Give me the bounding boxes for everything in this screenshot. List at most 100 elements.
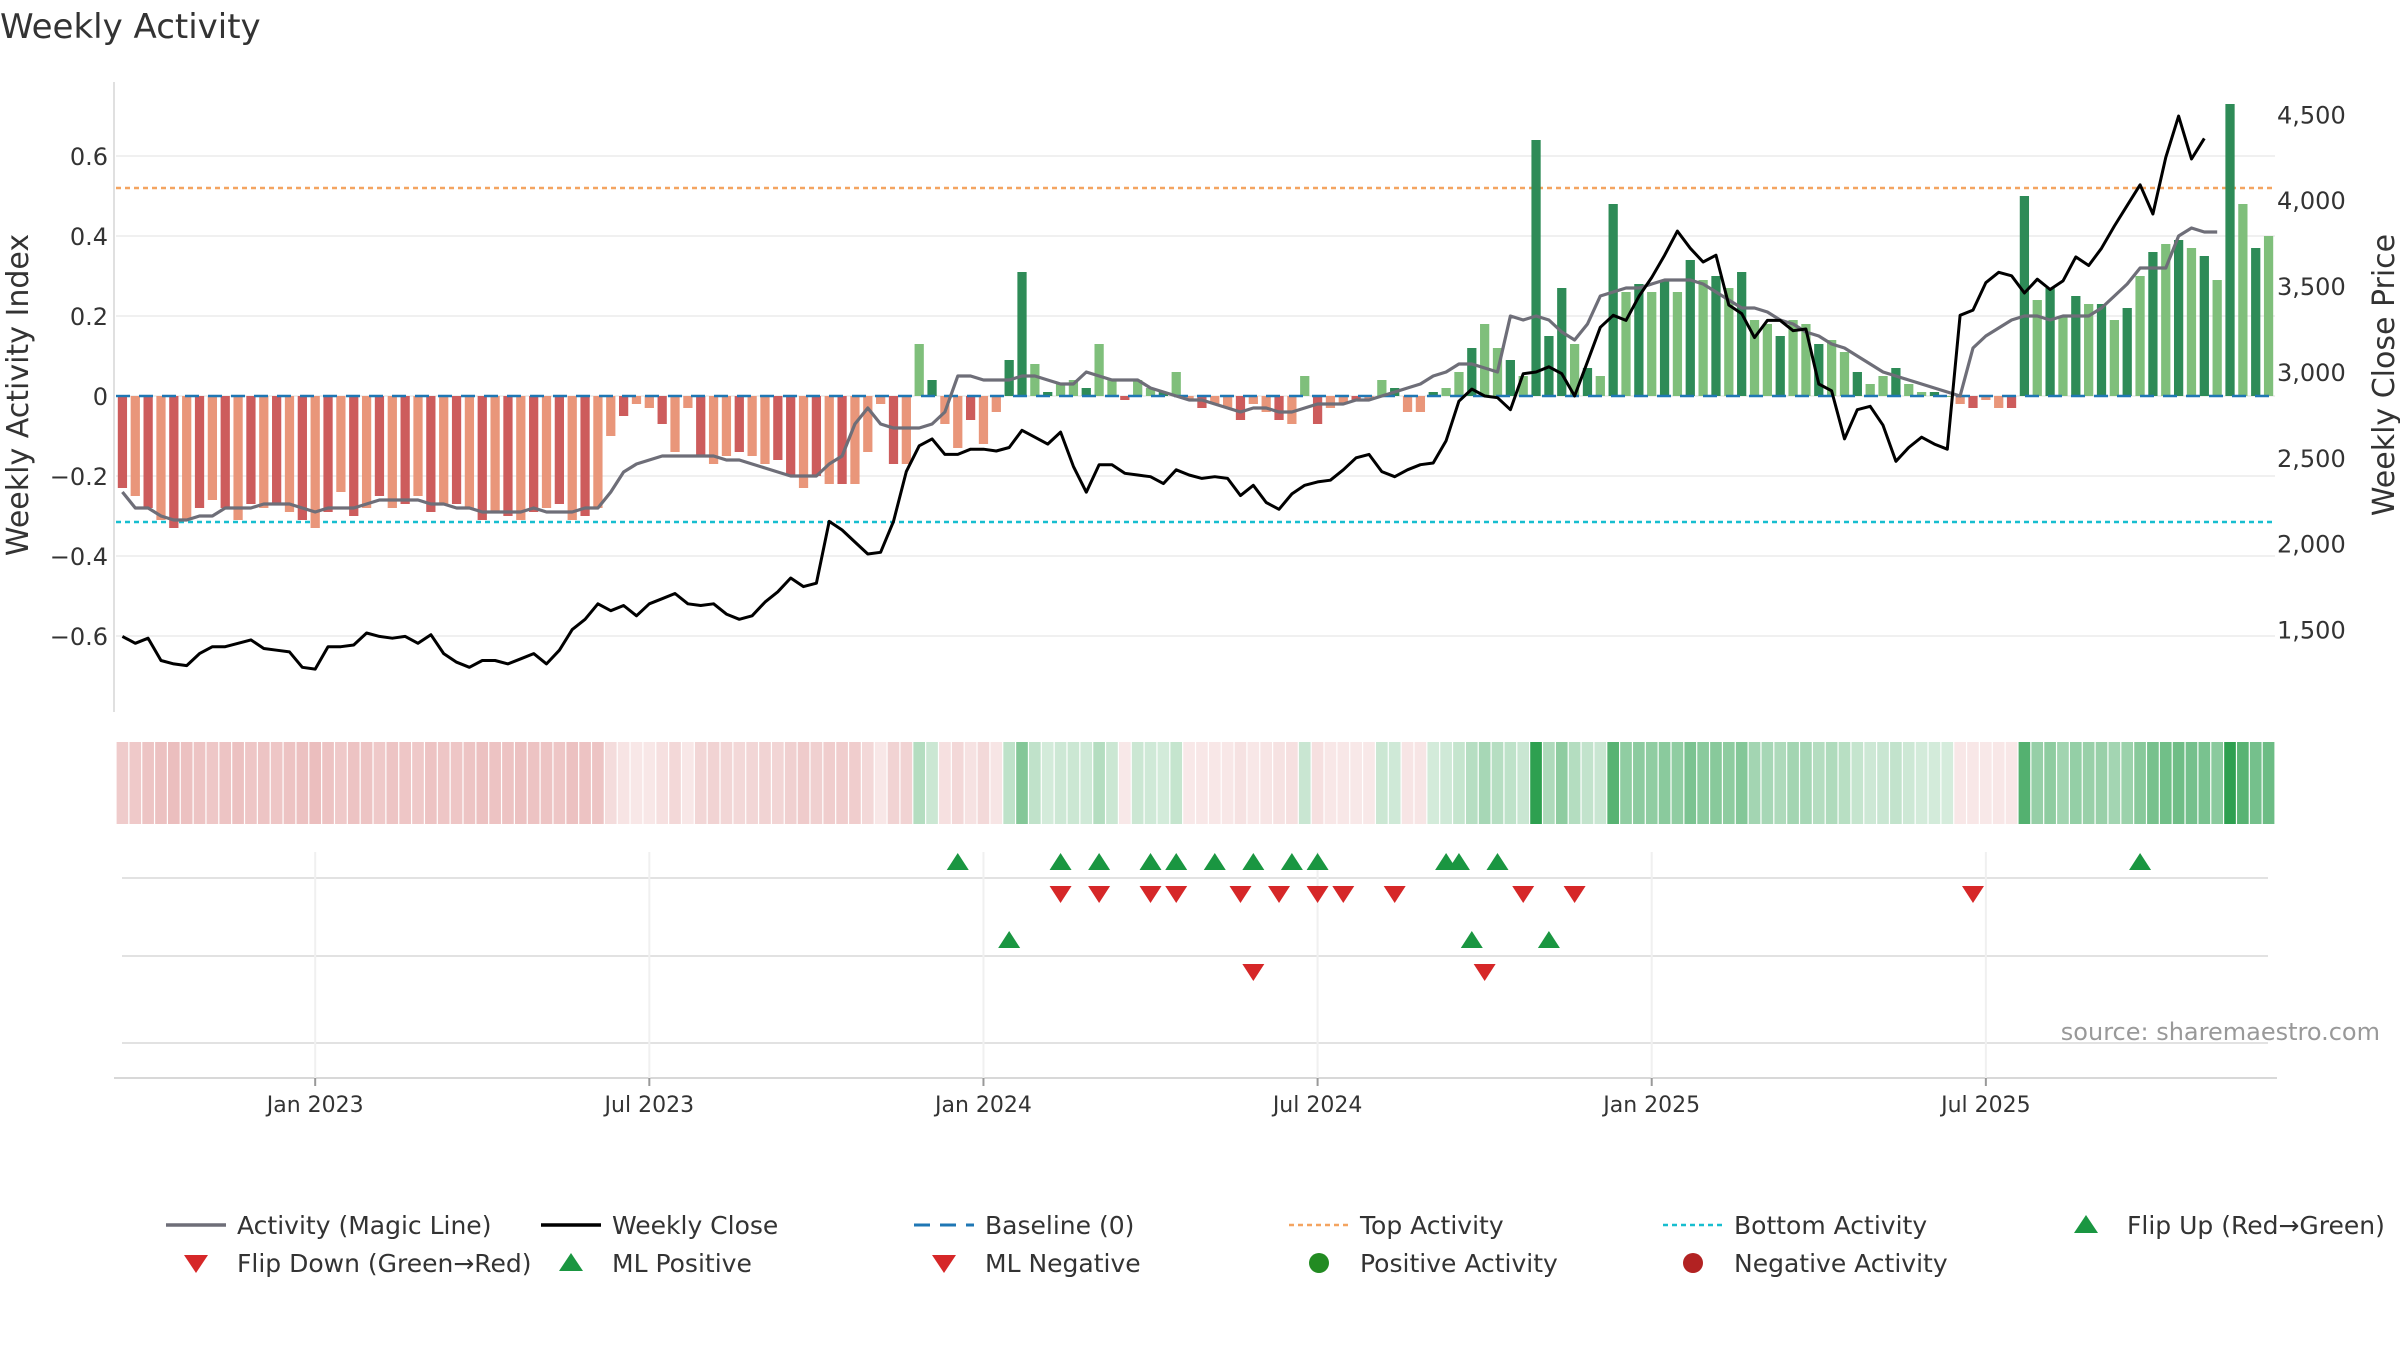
activity-bar — [1210, 396, 1220, 404]
heat-strip-cell — [2108, 742, 2121, 824]
flip-up-marker — [1280, 853, 1303, 870]
heat-strip-cell — [2147, 742, 2159, 824]
legend-triangle-down-icon — [184, 1255, 208, 1273]
legend-item[interactable]: Top Activity — [1289, 1211, 1504, 1240]
legend-item[interactable]: Negative Activity — [1683, 1249, 1948, 1278]
activity-bar — [130, 396, 140, 496]
activity-bar — [670, 396, 680, 452]
legend-item[interactable]: Flip Up (Red→Green) — [2074, 1211, 2385, 1240]
legend-item[interactable]: Weekly Close — [541, 1211, 778, 1240]
heat-strip-cell — [1722, 742, 1735, 824]
activity-bar — [194, 396, 205, 508]
heat-strip-cell — [1041, 742, 1054, 824]
activity-bar — [2251, 248, 2261, 396]
heat-strip-cell — [1106, 742, 1118, 824]
heat-strip-cell — [2159, 742, 2172, 824]
activity-bar — [1287, 396, 1297, 424]
legend-item[interactable]: ML Positive — [559, 1249, 752, 1278]
heat-strip-cell — [720, 742, 733, 824]
heat-strip-cell — [1363, 742, 1375, 824]
flip-up-marker — [1306, 853, 1329, 870]
legend-item[interactable]: Positive Activity — [1309, 1249, 1558, 1278]
activity-bar — [824, 396, 834, 484]
activity-bar — [696, 396, 706, 456]
activity-bar — [1916, 392, 1927, 396]
heat-strip-cell — [1902, 742, 1915, 824]
activity-bar — [1377, 380, 1387, 396]
legend-item[interactable]: Bottom Activity — [1663, 1211, 1927, 1240]
activity-bar — [953, 396, 963, 448]
activity-bar — [927, 380, 937, 396]
heat-strip-cell — [2237, 742, 2249, 824]
activity-bar — [965, 396, 976, 420]
activity-bar — [901, 396, 911, 464]
legend-item[interactable]: Baseline (0) — [914, 1211, 1134, 1240]
heat-strip-cell — [1684, 742, 1697, 824]
activity-bar — [2019, 196, 2030, 396]
heat-strip-cell — [1890, 742, 1902, 824]
activity-bar — [1158, 392, 1168, 396]
heat-strip-cell — [1029, 742, 1041, 824]
legend-item[interactable]: Flip Down (Green→Red) — [184, 1249, 532, 1278]
heat-strip-cell — [1800, 742, 1812, 824]
heat-strip-cell — [1761, 742, 1774, 824]
heat-strip-cell — [1633, 742, 1645, 824]
heat-strip-cell — [1710, 742, 1722, 824]
heat-strip-cell — [1260, 742, 1273, 824]
flip-up-marker — [1165, 853, 1188, 870]
heat-strip-cell — [437, 742, 450, 824]
legend-item[interactable]: Activity (Magic Line) — [166, 1211, 491, 1240]
heat-strip-cell — [1247, 742, 1260, 824]
activity-bar — [747, 396, 757, 456]
heat-strip-cell — [476, 742, 489, 824]
legend-label: Flip Down (Green→Red) — [237, 1249, 532, 1278]
flip-down-marker — [1165, 886, 1188, 903]
activity-bar — [811, 396, 822, 476]
heat-strip-cell — [1298, 742, 1311, 824]
activity-bar — [1698, 280, 1708, 396]
chart-title: Weekly Activity — [0, 7, 261, 47]
activity-bar — [169, 396, 179, 528]
activity-bar — [580, 396, 590, 516]
activity-bar — [2263, 236, 2274, 396]
legend-item[interactable]: ML Negative — [932, 1249, 1141, 1278]
activity-bar — [1711, 276, 1721, 396]
activity-bar — [1634, 284, 1644, 396]
activity-bar — [1621, 292, 1631, 396]
heat-strip-cell — [1440, 742, 1452, 824]
heat-strip-cell — [1967, 742, 1979, 824]
heat-strip-cell — [1221, 742, 1234, 824]
legend-label: Positive Activity — [1360, 1249, 1558, 1278]
activity-bar — [1274, 396, 1284, 420]
heat-strip-cell — [1131, 742, 1144, 824]
heat-strip-cell — [527, 742, 540, 824]
activity-bar — [1325, 396, 1336, 408]
activity-bar — [1595, 376, 1605, 396]
legend-label: Activity (Magic Line) — [237, 1211, 491, 1240]
activity-bar — [2148, 252, 2158, 396]
activity-bar — [1518, 376, 1528, 396]
ml-negative-marker — [1242, 964, 1265, 981]
flip-down-marker — [1383, 886, 1406, 903]
heat-strip-cell — [257, 742, 270, 824]
heat-strip-cell — [335, 742, 347, 824]
activity-bar — [978, 396, 989, 444]
heat-strip-cell — [168, 742, 180, 824]
activity-bar — [1107, 380, 1117, 396]
y2-tick-label: 2,000 — [2277, 531, 2346, 559]
heat-strip-cell — [1555, 742, 1568, 824]
heat-strip-cell — [309, 742, 322, 824]
activity-bar — [683, 396, 693, 408]
heat-strip-cell — [1787, 742, 1799, 824]
heat-strip-cell — [540, 742, 553, 824]
activity-bar — [1981, 396, 1991, 400]
activity-bar — [2006, 396, 2017, 408]
activity-bar — [1081, 388, 1091, 396]
heat-strip-cell — [604, 742, 617, 824]
activity-bar — [1659, 280, 1670, 396]
x-tick-label: Jul 2024 — [1271, 1093, 1363, 1118]
flip-up-marker — [1242, 853, 1265, 870]
activity-bar — [1133, 380, 1143, 396]
heat-strip-cell — [2249, 742, 2262, 824]
